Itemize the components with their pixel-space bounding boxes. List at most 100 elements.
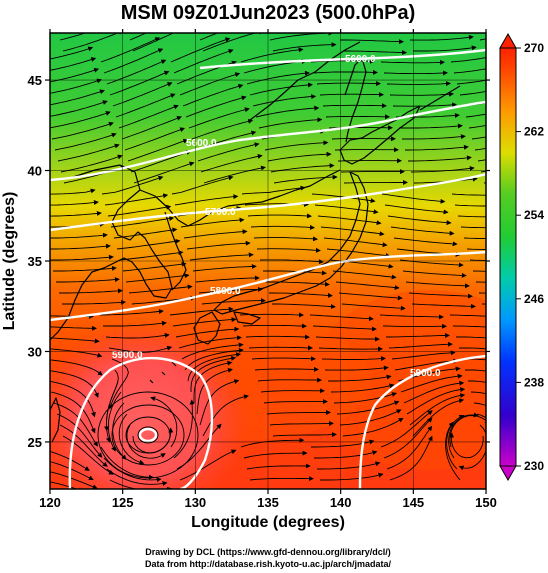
streamline: [264, 140, 329, 151]
streamline: [317, 215, 382, 226]
streamline: [326, 248, 391, 258]
streamline: [129, 33, 147, 41]
streamline: [50, 337, 100, 344]
streamline: [192, 263, 257, 272]
colorbar-tick-label: 262: [524, 125, 544, 139]
streamline: [269, 292, 333, 298]
streamline: [200, 153, 263, 173]
streamline: [322, 103, 387, 109]
x-tick-label: 150: [475, 495, 497, 510]
streamline: [179, 449, 237, 481]
streamline: [450, 57, 486, 63]
streamline: [103, 320, 167, 327]
streamline: [410, 165, 475, 173]
colorbar-tick-label: 230: [524, 459, 544, 473]
colorbar-bottom-triangle: [499, 465, 517, 482]
streamline: [411, 303, 476, 309]
streamline: [51, 121, 114, 140]
streamline: [251, 356, 316, 362]
streamline: [59, 424, 108, 467]
contour-label-5900a: 5900.0: [410, 368, 441, 379]
streamline: [249, 82, 313, 96]
streamline: [184, 347, 244, 371]
streamline: [402, 134, 466, 140]
streamline: [125, 273, 190, 283]
streamline: [330, 383, 395, 393]
streamline: [320, 472, 384, 481]
streamline: [260, 388, 325, 394]
contour-5600-north: [199, 48, 486, 70]
streamline: [448, 412, 479, 459]
streamline: [128, 284, 193, 294]
streamline: [175, 326, 240, 338]
shikoku: [233, 311, 261, 325]
streamline: [253, 236, 318, 242]
warm-pool-east: [310, 290, 486, 470]
colorbar-tick-label: 254: [524, 208, 544, 222]
streamline: [132, 33, 175, 52]
streamline: [182, 83, 244, 107]
streamline: [470, 391, 486, 395]
streamline: [266, 409, 331, 415]
streamline: [408, 292, 473, 299]
streamline: [247, 213, 312, 219]
streamline: [53, 402, 98, 447]
colorbar-tick-label: 238: [524, 375, 544, 389]
streamline: [457, 215, 486, 218]
x-axis: 120 125 130 135 140 145 150: [39, 29, 497, 510]
streamline: [106, 59, 167, 85]
streamline: [106, 468, 168, 486]
streamline: [245, 334, 310, 340]
streamline: [101, 175, 164, 195]
streamline: [314, 450, 378, 459]
streamline: [121, 115, 182, 140]
streamline: [103, 457, 162, 483]
streamline: [468, 125, 486, 129]
streamline: [263, 399, 328, 405]
streamline: [392, 102, 457, 108]
streamline: [266, 281, 330, 287]
streamline: [107, 204, 172, 217]
colorbar-tick-label: 246: [524, 292, 544, 306]
streamline: [257, 377, 322, 383]
streamline: [56, 277, 120, 283]
streamline: [379, 314, 444, 320]
streamline: [199, 379, 240, 426]
streamline: [171, 175, 234, 195]
streamline: [446, 415, 465, 470]
streamline: [174, 194, 239, 206]
streamline: [391, 350, 456, 360]
streamline: [272, 42, 337, 52]
streamline: [412, 398, 465, 437]
streamline: [195, 275, 260, 283]
streamline: [185, 95, 247, 118]
streamline: [269, 420, 334, 426]
streamline: [338, 292, 403, 301]
korea-peninsula: [164, 211, 187, 291]
streamline: [199, 33, 219, 41]
colorbar-top-triangle: [499, 32, 517, 49]
streamline: [103, 48, 164, 74]
streamline: [241, 185, 306, 195]
streamline: [243, 450, 308, 459]
streamline: [56, 413, 103, 458]
streamline: [272, 432, 337, 438]
contour-5600: [50, 100, 486, 182]
plot-area: 5600.0 5600.0 5700.0 5800.0 5900.0 5900.…: [50, 33, 486, 489]
streamline: [413, 45, 477, 52]
geopotential-contours: [50, 48, 486, 489]
streamline: [246, 463, 311, 470]
streamline: [105, 332, 170, 339]
streamline: [62, 299, 126, 305]
streamline: [100, 37, 161, 63]
streamline: [50, 110, 111, 129]
streamline: [109, 70, 170, 96]
streamline: [409, 393, 466, 426]
streamline: [180, 217, 245, 228]
streamline: [380, 410, 433, 448]
credit-line-2: Data from http://database.rish.kyoto-u.a…: [145, 559, 392, 569]
streamline: [469, 259, 486, 261]
streamline: [454, 204, 486, 207]
streamline: [183, 229, 248, 239]
contour-label-5900b: 5900.0: [112, 350, 143, 361]
